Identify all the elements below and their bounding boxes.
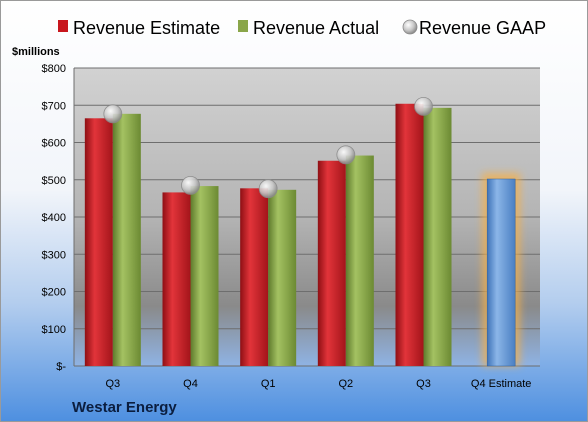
x-axis: Q3 Q4 Q1 Q2 Q3 Q4 Estimate xyxy=(105,378,531,390)
y-tick-label: $700 xyxy=(42,100,66,112)
bar-revenue-actual xyxy=(190,186,219,366)
x-tick-label: Q2 xyxy=(338,378,353,390)
marker-revenue-gaap xyxy=(414,96,433,116)
company-name: Westar Energy xyxy=(72,399,177,416)
bar-revenue-estimate xyxy=(84,118,113,366)
x-tick-label: Q1 xyxy=(261,378,276,390)
gridlines xyxy=(74,67,540,367)
bars xyxy=(84,103,521,367)
y-tick-label: $100 xyxy=(42,324,66,336)
legend: Revenue Estimate Revenue Actual Revenue GA… xyxy=(58,18,546,38)
bar-revenue-estimate xyxy=(317,160,346,366)
legend-label: Revenue GAAP xyxy=(419,18,546,38)
x-tick-label: Q3 xyxy=(416,378,431,390)
legend-swatch xyxy=(402,19,418,35)
y-tick-label: $300 xyxy=(42,249,66,261)
x-tick-label: Q4 Estimate xyxy=(471,378,532,390)
y-axis: $- $100 $200 $300 $400 $500 $600 $700 $800 xyxy=(42,63,75,373)
bar-revenue-estimate xyxy=(240,188,269,366)
legend-swatch xyxy=(238,20,248,32)
bar-revenue-estimate xyxy=(162,192,191,366)
marker-revenue-gaap xyxy=(258,179,278,199)
bar-revenue-actual xyxy=(423,107,452,367)
legend-label: Revenue Actual xyxy=(253,18,379,38)
unit-label: $millions xyxy=(12,46,60,58)
x-tick-label: Q4 xyxy=(183,378,198,390)
legend-swatch xyxy=(58,20,68,32)
y-tick-label: $400 xyxy=(42,212,66,224)
y-tick-label: $200 xyxy=(42,287,66,299)
marker-revenue-gaap xyxy=(181,175,200,195)
legend-label: Revenue Estimate xyxy=(73,18,220,38)
bar-revenue-estimate xyxy=(395,103,424,366)
y-tick-label: $500 xyxy=(42,175,66,187)
y-tick-label: $800 xyxy=(42,63,66,75)
marker-revenue-gaap xyxy=(336,145,356,165)
x-tick-label: Q3 xyxy=(105,378,120,390)
bar-revenue-actual xyxy=(345,155,374,366)
bar-revenue-actual xyxy=(112,113,141,366)
y-tick-label: $- xyxy=(56,361,66,373)
bar-revenue-actual xyxy=(268,189,297,366)
gaap-markers xyxy=(103,96,433,199)
y-tick-label: $600 xyxy=(42,138,66,150)
bar-q4-estimate xyxy=(486,178,516,367)
marker-revenue-gaap xyxy=(103,104,123,124)
